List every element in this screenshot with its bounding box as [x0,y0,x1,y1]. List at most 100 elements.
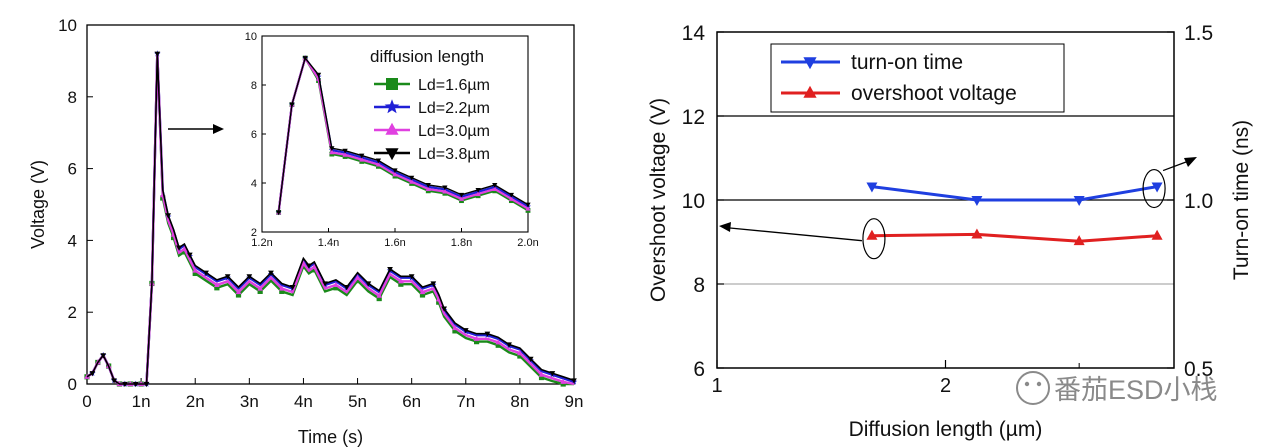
x-axis-label: Time (s) [298,427,363,447]
legend-swatch-marker [385,122,399,135]
series-point [408,274,415,280]
series-point [571,378,577,384]
series-point [176,245,182,251]
inset-series-point [525,202,531,208]
legend-swatch-marker [385,148,399,161]
y-tick-label: 4 [68,231,77,250]
series-point [484,331,491,337]
inset-y-tick-label: 8 [251,80,257,92]
series-point [246,274,253,280]
plot-frame [86,24,575,385]
legend-entry: overshoot voltage [851,82,1017,105]
x-tick-label: 1 [711,375,722,397]
legend-entry: Ld=2.2µm [418,100,490,117]
series-point [268,270,274,276]
inset-x-tick-label: 1.6n [384,237,405,249]
series-point [452,324,458,331]
y-tick-label: 10 [58,16,77,35]
series-point [971,228,983,239]
inset-series-point [329,146,335,152]
series-point [441,306,447,312]
watermark: 番茄ESD小栈 [1016,371,1218,405]
y-tick-label: 12 [682,106,705,129]
y-tick-label: 2 [68,303,77,322]
inset-series-point [275,210,282,216]
series-point [305,263,312,269]
annotation-arrow-head [719,222,731,232]
series-point [1073,235,1085,246]
series-point [527,356,534,362]
series-point [214,281,220,287]
series-point [257,285,264,291]
series-point [186,252,193,258]
inset-y-tick-label: 2 [251,227,257,239]
x-tick-label: 2n [186,392,205,411]
inset-series-point [425,186,431,192]
inset-y-tick-label: 10 [245,31,257,43]
inset-series-point [475,187,481,193]
inset-series-point [289,102,295,108]
inset-series-point [359,153,365,159]
wechat-logo-eye-icon [1036,381,1042,387]
inset-x-tick-label: 1.4n [318,237,339,249]
inset-series-point [329,149,335,155]
legend-swatch-marker [803,57,817,70]
inset-series-point [392,171,398,177]
legend-swatch-marker [384,99,400,114]
legend-entry: turn-on time [851,51,963,74]
inset-y-tick-label: 6 [251,129,257,141]
y-tick-label: 0 [68,375,77,394]
x-tick-label: 5n [348,392,367,411]
inset-series-point [458,192,465,198]
inset-series-point [508,192,515,198]
series-point [111,378,117,384]
x-tick-label: 0 [82,392,91,411]
annotation-arrow-head [1184,157,1197,167]
legend-box [770,43,1065,113]
series-point [192,267,199,273]
legend-entry: Ld=1.6µm [418,77,490,94]
series-point [1073,196,1085,206]
legend-entry: Ld=3.0µm [418,123,490,140]
series-point [165,213,172,219]
series-point [311,263,318,270]
voltage-vs-time-chart: 0 1n 2n 3n 4n 5n 6n 7n 8n 9n 0 2 4 6 8 10 Time (s) Voltag… [28,16,583,447]
inset-series-point [359,156,365,162]
x-tick-label: 1n [132,392,151,411]
annotation-ellipse [862,218,886,260]
series-point [971,196,983,206]
series-point [289,284,296,291]
inset-series-point [375,158,382,164]
series-point [322,281,328,287]
x-tick-label: 9n [565,392,584,411]
inset-series-point [525,205,531,211]
series-point [203,270,209,276]
y-tick-label: 6 [693,358,705,381]
x-tick-label: 2 [940,375,951,397]
y-tick-label: 8 [693,274,705,297]
inset-series-point [442,185,448,191]
series-point [397,278,404,284]
y-axis-label: Overshoot voltage (V) [647,98,670,302]
inset-series-point [315,72,322,78]
series-point [560,378,567,384]
inset-series-point [508,196,515,201]
series-point [224,274,231,280]
y-tick-label: 10 [682,190,705,213]
series-point [549,371,556,377]
inset-series-point [342,148,348,154]
series-point [100,353,107,359]
series-line [871,185,1158,202]
series-line [86,53,575,385]
series-point [235,288,242,295]
inset-x-tick-label: 1.8n [451,237,472,249]
x-tick-label: 4n [294,392,313,411]
series-point [376,292,383,298]
inset-x-tick-label: 1.2n [251,237,272,249]
series-point [181,245,188,252]
legend-swatch-marker [803,85,817,98]
series-point [462,328,469,334]
series-point [278,285,285,291]
